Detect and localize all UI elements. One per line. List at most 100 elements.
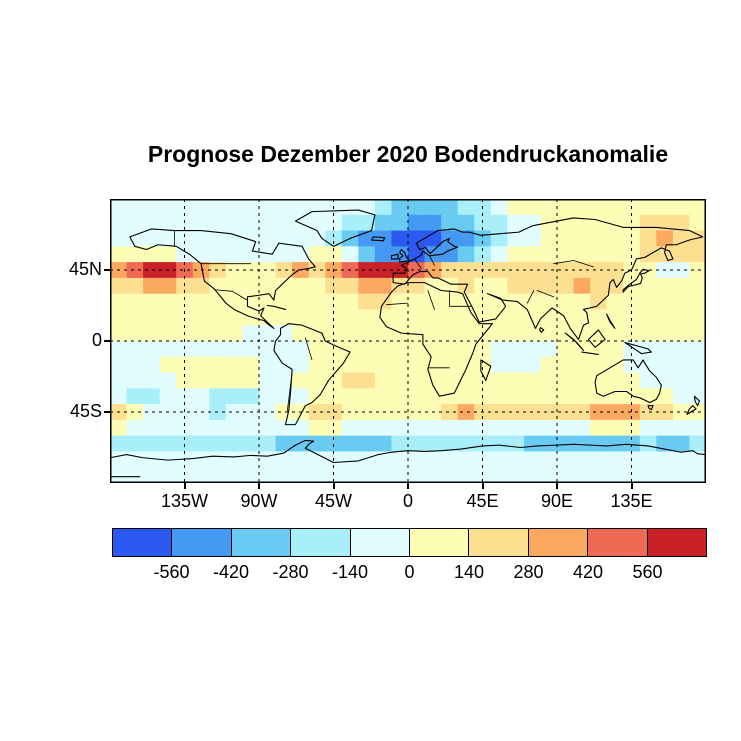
- anomaly-cell: [606, 388, 624, 405]
- x-axis-label: 90W: [240, 491, 278, 511]
- anomaly-cell: [656, 293, 674, 311]
- anomaly-cell: [259, 309, 277, 326]
- anomaly-cell: [689, 262, 706, 279]
- anomaly-cell: [242, 277, 260, 295]
- anomaly-cell: [242, 341, 260, 358]
- anomaly-cell: [457, 404, 475, 421]
- coastline-eurasia: [393, 218, 703, 339]
- anomaly-cell: [557, 435, 575, 453]
- anomaly-cell: [225, 262, 244, 279]
- anomaly-cell: [341, 214, 359, 232]
- anomaly-cell: [292, 356, 310, 374]
- anomaly-cell: [110, 325, 128, 342]
- anomaly-cell: [225, 277, 244, 295]
- anomaly-cell: [308, 388, 326, 405]
- anomaly-cell: [507, 230, 525, 247]
- anomaly-cell: [192, 341, 210, 358]
- anomaly-cell: [590, 341, 608, 358]
- anomaly-cell: [292, 451, 310, 468]
- coastline-south-america: [274, 324, 350, 425]
- anomaly-cell: [259, 262, 277, 279]
- anomaly-cell: [540, 341, 558, 358]
- x-axis-label: 90E: [540, 491, 574, 511]
- anomaly-cell: [341, 277, 359, 295]
- anomaly-cell: [176, 467, 194, 483]
- anomaly-cell: [259, 341, 277, 358]
- anomaly-cell: [424, 293, 442, 311]
- anomaly-cell: [441, 341, 459, 358]
- anomaly-cell: [391, 388, 409, 405]
- anomaly-cell: [209, 372, 227, 389]
- colorbar-tick-label: -420: [212, 562, 250, 582]
- anomaly-cell: [275, 277, 293, 295]
- anomaly-cell: [358, 246, 376, 263]
- colorbar-tick-label: 0: [404, 562, 415, 582]
- anomaly-cell: [308, 309, 326, 326]
- anomaly-cell: [341, 356, 359, 374]
- map-plot-area: [110, 199, 706, 483]
- anomaly-cell: [374, 246, 393, 263]
- anomaly-cell: [507, 372, 525, 389]
- anomaly-cell: [590, 325, 608, 342]
- anomaly-cell: [192, 214, 210, 232]
- anomaly-cell: [557, 293, 575, 311]
- anomaly-cell: [374, 293, 393, 311]
- anomaly-cell: [159, 199, 177, 216]
- anomaly-cell: [474, 246, 492, 263]
- anomaly-cell: [557, 388, 575, 405]
- anomaly-cell: [242, 388, 260, 405]
- anomaly-cell: [159, 325, 177, 342]
- anomaly-cell: [259, 277, 277, 295]
- anomaly-cell: [540, 419, 558, 437]
- anomaly-cell: [523, 230, 542, 247]
- anomaly-cell: [540, 246, 558, 263]
- anomaly-cell: [490, 419, 508, 437]
- anomaly-cell: [672, 419, 691, 437]
- border-europe: [415, 256, 435, 269]
- anomaly-cell: [689, 309, 706, 326]
- anomaly-cell: [292, 230, 310, 247]
- anomaly-cell: [639, 214, 657, 232]
- anomaly-cell: [408, 246, 426, 263]
- anomaly-cell: [573, 467, 591, 483]
- anomaly-cell: [689, 372, 706, 389]
- anomaly-cell: [540, 467, 558, 483]
- anomaly-cell: [540, 356, 558, 374]
- anomaly-cell: [540, 309, 558, 326]
- anomaly-cell: [209, 467, 227, 483]
- anomaly-cell: [358, 419, 376, 437]
- anomaly-cell: [126, 435, 144, 453]
- anomaly-cell: [457, 451, 475, 468]
- anomaly-cell: [623, 435, 641, 453]
- anomaly-cell: [308, 451, 326, 468]
- anomaly-cell: [259, 246, 277, 263]
- anomaly-cell: [523, 309, 542, 326]
- anomaly-cell: [308, 435, 326, 453]
- anomaly-cell: [308, 277, 326, 295]
- anomaly-cell: [292, 388, 310, 405]
- anomaly-cell: [507, 435, 525, 453]
- colorbar-tick-label: 280: [513, 562, 544, 582]
- anomaly-cell: [341, 325, 359, 342]
- anomaly-cell: [126, 309, 144, 326]
- anomaly-cell: [159, 467, 177, 483]
- anomaly-cell: [424, 419, 442, 437]
- anomaly-cell: [540, 451, 558, 468]
- anomaly-cell: [441, 246, 459, 263]
- anomaly-cell: [606, 325, 624, 342]
- anomaly-cell: [308, 356, 326, 374]
- anomaly-cell: [689, 246, 706, 263]
- anomaly-cell: [259, 435, 277, 453]
- anomaly-cell: [225, 419, 244, 437]
- anomaly-cell: [523, 293, 542, 311]
- anomaly-cell: [408, 199, 426, 216]
- anomaly-cell: [308, 325, 326, 342]
- anomaly-cell: [441, 262, 459, 279]
- anomaly-cell: [408, 341, 426, 358]
- colorbar-bin: [528, 529, 589, 556]
- anomaly-cell: [374, 388, 393, 405]
- anomaly-cell: [259, 214, 277, 232]
- anomaly-cell: [490, 262, 508, 279]
- anomaly-cell: [275, 451, 293, 468]
- x-axis-tick: [407, 483, 409, 489]
